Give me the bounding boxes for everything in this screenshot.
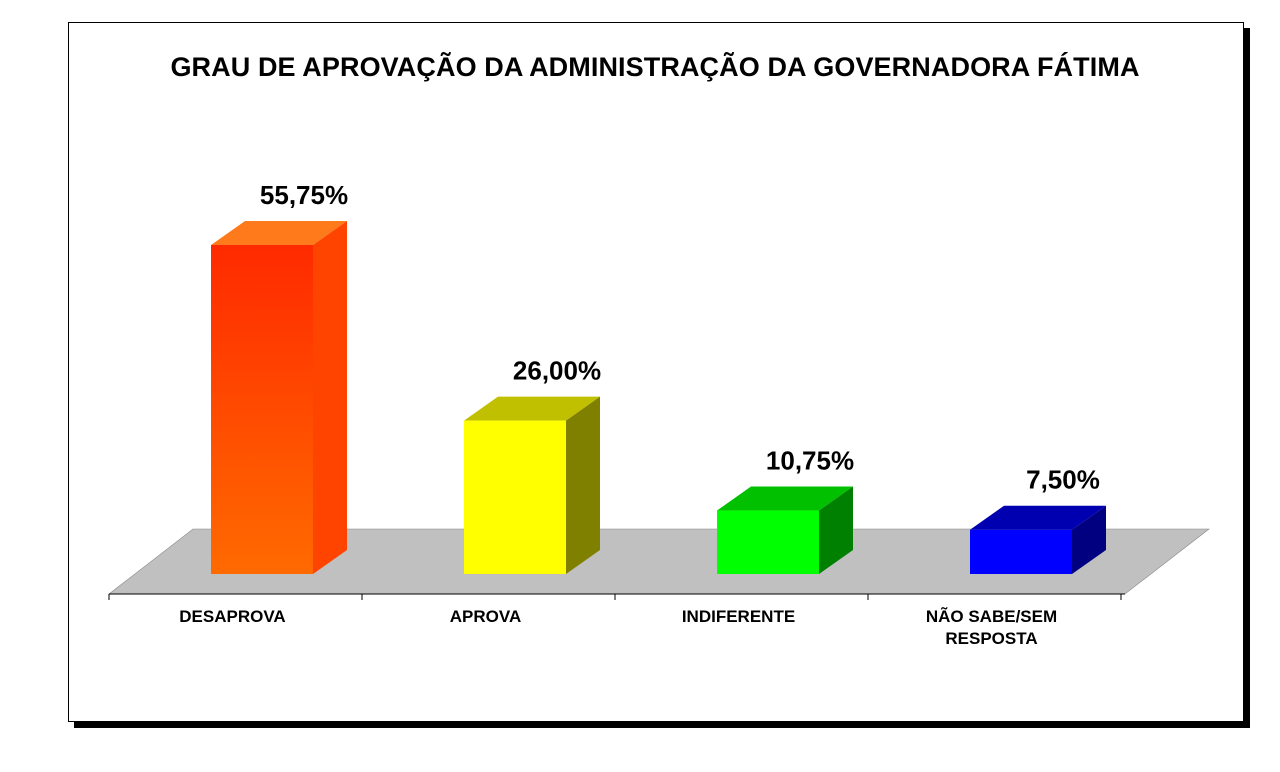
bar-side-face: [1072, 505, 1106, 574]
bar-side-face: [313, 221, 347, 574]
data-label: 55,75%: [260, 180, 348, 210]
category-label: NÃO SABE/SEM RESPOSTA: [926, 606, 1057, 648]
data-label: 10,75%: [766, 446, 854, 476]
bar: [464, 396, 600, 574]
bar-front-face: [717, 510, 819, 574]
bar-top-face: [211, 221, 347, 245]
data-label: 7,50%: [1026, 465, 1100, 495]
bar: [717, 486, 853, 574]
data-labels: 55,75% 26,00% 10,75% 7,50%: [260, 180, 1100, 495]
bars: [211, 221, 1106, 574]
bar-top-face: [717, 486, 853, 511]
bar-side-face: [819, 486, 853, 574]
data-label: 26,00%: [513, 356, 601, 386]
category-label: DESAPROVA: [179, 607, 285, 626]
x-axis: [108, 593, 1125, 600]
bar-front-face: [464, 420, 566, 574]
bar: [211, 221, 347, 574]
bar-front-face: [211, 245, 313, 574]
category-label: APROVA: [450, 607, 521, 626]
bar: [970, 505, 1106, 574]
category-label: INDIFERENTE: [682, 607, 795, 626]
bar-top-face: [970, 505, 1106, 530]
chart-title: GRAU DE APROVAÇÃO DA ADMINISTRAÇÃO DA GO…: [170, 52, 1140, 82]
category-labels: DESAPROVA APROVA INDIFERENTE NÃO SABE/SEM RE…: [179, 606, 1057, 648]
bar-side-face: [566, 396, 600, 574]
bar-top-face: [464, 396, 600, 421]
bar-front-face: [970, 529, 1072, 574]
